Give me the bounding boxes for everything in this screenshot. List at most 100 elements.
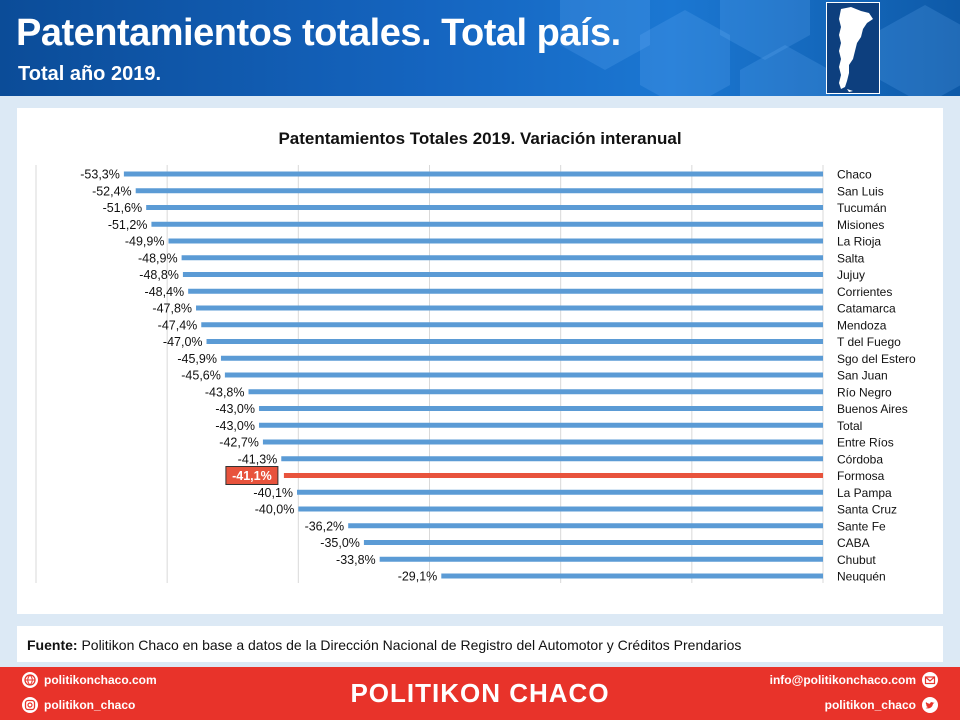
value-label: -40,0% <box>255 503 295 517</box>
footer: politikonchaco.com politikon_chaco POLIT… <box>0 667 960 720</box>
category-label: Santa Cruz <box>837 503 897 517</box>
category-label: San Luis <box>837 184 884 198</box>
value-label: -43,0% <box>215 402 255 416</box>
brand-logo: POLITIKON CHACO <box>350 678 610 708</box>
source-panel: Fuente: Politikon Chaco en base a datos … <box>17 626 943 662</box>
value-label: -53,3% <box>80 168 120 182</box>
mail-icon <box>922 672 938 688</box>
category-label: La Pampa <box>837 486 892 500</box>
category-label: Tucumán <box>837 201 887 215</box>
header-banner: Patentamientos totales. Total país. Tota… <box>0 0 960 96</box>
bar-la-rioja <box>168 238 823 244</box>
bar-sgo-del-estero <box>220 355 823 361</box>
category-label: Sgo del Estero <box>837 352 916 366</box>
argentina-map-icon <box>826 2 880 94</box>
globe-icon <box>22 672 38 688</box>
email-text: info@politikonchaco.com <box>769 673 916 687</box>
value-label: -47,4% <box>158 318 198 332</box>
instagram-link[interactable]: politikon_chaco <box>22 697 135 713</box>
bar-corrientes <box>188 288 824 294</box>
category-label: Chubut <box>837 553 876 567</box>
bar-t-del-fuego <box>206 339 823 344</box>
category-label: Neuquén <box>837 570 886 584</box>
bar-entre-ríos <box>262 439 823 445</box>
value-label: -33,8% <box>336 553 376 567</box>
bar-buenos-aires <box>258 406 823 411</box>
instagram-text: politikon_chaco <box>44 698 136 712</box>
twitter-text: politikon_chaco <box>824 698 916 712</box>
category-label: Río Negro <box>837 385 892 399</box>
chart-title: Patentamientos Totales 2019. Variación i… <box>278 129 681 148</box>
page-subtitle: Total año 2019. <box>18 63 162 85</box>
value-label: -49,9% <box>125 235 165 249</box>
bar-la-pampa <box>297 489 823 495</box>
bar-chaco <box>123 171 824 177</box>
value-label: -48,8% <box>139 268 179 282</box>
category-label: Total <box>837 419 862 433</box>
bar-caba <box>363 540 823 545</box>
category-label: Córdoba <box>837 452 883 466</box>
bar-san-juan <box>224 372 823 378</box>
hexagon-decoration <box>720 0 810 60</box>
category-label: Sante Fe <box>837 519 886 533</box>
bar-formosa <box>283 473 823 478</box>
value-label: -40,1% <box>253 486 293 500</box>
bar-córdoba <box>281 456 823 462</box>
value-label: -51,2% <box>108 218 148 232</box>
bar-chart: Patentamientos Totales 2019. Variación i… <box>35 129 916 584</box>
value-label: -29,1% <box>398 570 438 584</box>
category-label: Catamarca <box>837 302 896 316</box>
value-label: -47,8% <box>152 302 192 316</box>
twitter-icon <box>922 697 938 713</box>
bar-tucumán <box>146 205 823 210</box>
value-label: -52,4% <box>92 184 132 198</box>
value-label: -48,4% <box>145 285 185 299</box>
page-title: Patentamientos totales. Total país. <box>16 12 621 54</box>
value-label: -36,2% <box>305 519 345 533</box>
bar-misiones <box>151 221 824 227</box>
value-label: -43,0% <box>215 419 255 433</box>
value-label: -42,7% <box>219 436 259 450</box>
chart-panel: Patentamientos Totales 2019. Variación i… <box>17 108 943 614</box>
bar-san-luis <box>135 188 824 194</box>
bar-chubut <box>379 556 823 562</box>
bar-total <box>258 422 823 428</box>
twitter-link[interactable]: politikon_chaco <box>825 697 938 713</box>
highlight-label-box <box>225 466 279 485</box>
email-link[interactable]: info@politikonchaco.com <box>770 672 938 688</box>
category-label: La Rioja <box>837 235 881 249</box>
bar-neuquén <box>441 573 823 579</box>
value-label: -48,9% <box>138 251 178 265</box>
value-label: -41,1% <box>232 469 272 483</box>
value-label: -45,6% <box>181 369 221 383</box>
bar-jujuy <box>182 272 823 277</box>
bar-catamarca <box>196 305 824 311</box>
website-link[interactable]: politikonchaco.com <box>22 672 157 688</box>
bar-santa-cruz <box>298 506 823 512</box>
category-label: CABA <box>837 536 870 550</box>
category-label: Corrientes <box>837 285 892 299</box>
value-label: -41,3% <box>238 452 278 466</box>
category-label: Misiones <box>837 218 884 232</box>
bar-salta <box>181 255 824 261</box>
source-text: Politikon Chaco en base a datos de la Di… <box>77 637 742 653</box>
category-label: Mendoza <box>837 318 887 332</box>
bar-mendoza <box>201 322 823 328</box>
value-label: -45,9% <box>177 352 217 366</box>
category-label: Jujuy <box>837 268 865 282</box>
source-label: Fuente: <box>27 637 78 653</box>
website-text: politikonchaco.com <box>44 673 157 687</box>
category-label: Formosa <box>837 469 885 483</box>
category-label: Salta <box>837 251 865 265</box>
value-label: -47,0% <box>163 335 203 349</box>
value-label: -35,0% <box>320 536 360 550</box>
category-label: San Juan <box>837 369 888 383</box>
category-label: Buenos Aires <box>837 402 908 416</box>
source-note: Fuente: Politikon Chaco en base a datos … <box>27 637 741 653</box>
bar-sante-fe <box>348 523 823 529</box>
value-label: -51,6% <box>103 201 143 215</box>
value-label: -43,8% <box>205 385 245 399</box>
bar-río-negro <box>248 389 824 395</box>
instagram-icon <box>22 697 38 713</box>
hexagon-decoration <box>880 5 960 96</box>
